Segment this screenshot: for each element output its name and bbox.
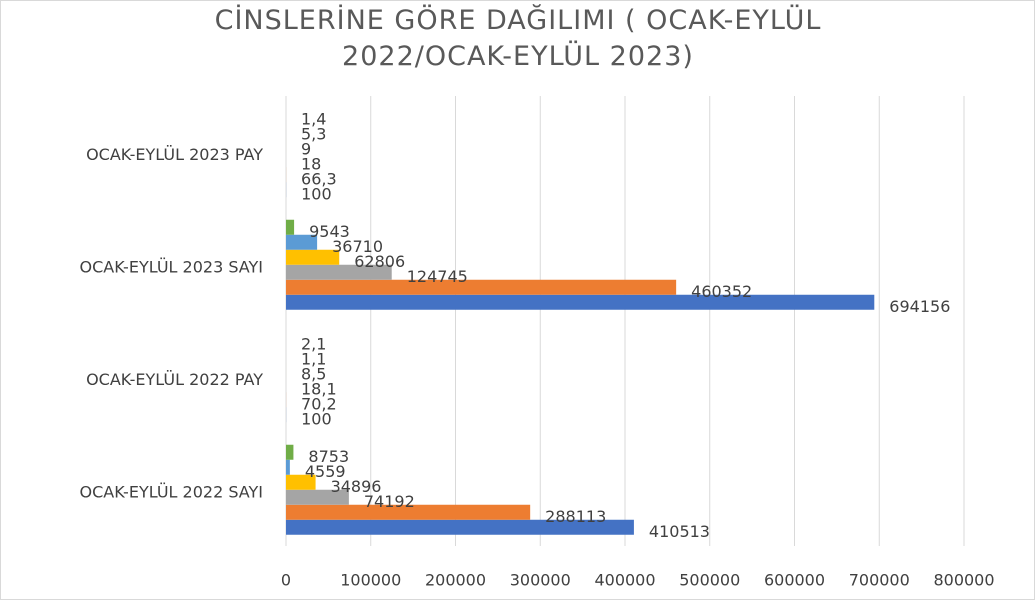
x-tick-label: 0 xyxy=(281,571,291,590)
data-label: 1,1 xyxy=(301,349,326,368)
x-tick-label: 700000 xyxy=(849,571,910,590)
bar xyxy=(286,519,634,535)
data-label: 8,5 xyxy=(301,364,326,383)
data-label: 8753 xyxy=(308,447,349,466)
bar xyxy=(286,219,295,235)
data-label: 66,3 xyxy=(301,169,337,188)
bar xyxy=(286,474,316,490)
bar xyxy=(286,234,318,250)
x-tick-label: 300000 xyxy=(510,571,571,590)
bar xyxy=(286,489,349,505)
y-tick-label: OCAK-EYLÜL 2023 SAYI xyxy=(80,257,263,276)
bar xyxy=(286,249,340,265)
data-label: 1,4 xyxy=(301,109,326,128)
data-label: 694156 xyxy=(889,297,950,316)
bar xyxy=(286,264,392,280)
data-label: 36710 xyxy=(332,237,383,256)
data-label: 18 xyxy=(301,154,321,173)
data-label: 70,2 xyxy=(301,394,337,413)
data-label: 410513 xyxy=(649,522,710,541)
data-label: 18,1 xyxy=(301,379,337,398)
data-label: 2,1 xyxy=(301,334,326,353)
data-label: 4559 xyxy=(305,462,346,481)
data-label: 34896 xyxy=(331,477,382,496)
x-tick-label: 200000 xyxy=(425,571,486,590)
data-label: 9 xyxy=(301,139,311,158)
data-label: 74192 xyxy=(364,492,415,511)
y-tick-label: OCAK-EYLÜL 2022 PAY xyxy=(86,370,263,389)
data-label: 460352 xyxy=(691,282,752,301)
data-label: 100 xyxy=(301,409,332,428)
bar xyxy=(286,504,531,520)
x-tick-label: 600000 xyxy=(764,571,825,590)
data-label: 124745 xyxy=(407,267,468,286)
data-label: 288113 xyxy=(545,507,606,526)
x-tick-label: 500000 xyxy=(679,571,740,590)
data-label: 9543 xyxy=(309,222,350,241)
bar xyxy=(286,294,875,310)
data-label: 5,3 xyxy=(301,124,326,143)
bar xyxy=(286,279,677,295)
x-tick-label: 800000 xyxy=(933,571,994,590)
x-tick-label: 100000 xyxy=(340,571,401,590)
bar xyxy=(286,444,294,460)
chart-title: CİNSLERİNE GÖRE DAĞILIMI ( OCAK-EYLÜL 20… xyxy=(214,5,822,72)
bar xyxy=(286,459,290,475)
data-label: 62806 xyxy=(354,252,405,271)
y-tick-label: OCAK-EYLÜL 2022 SAYI xyxy=(80,482,263,501)
x-tick-label: 400000 xyxy=(594,571,655,590)
data-label: 100 xyxy=(301,184,332,203)
y-tick-label: OCAK-EYLÜL 2023 PAY xyxy=(86,145,263,164)
